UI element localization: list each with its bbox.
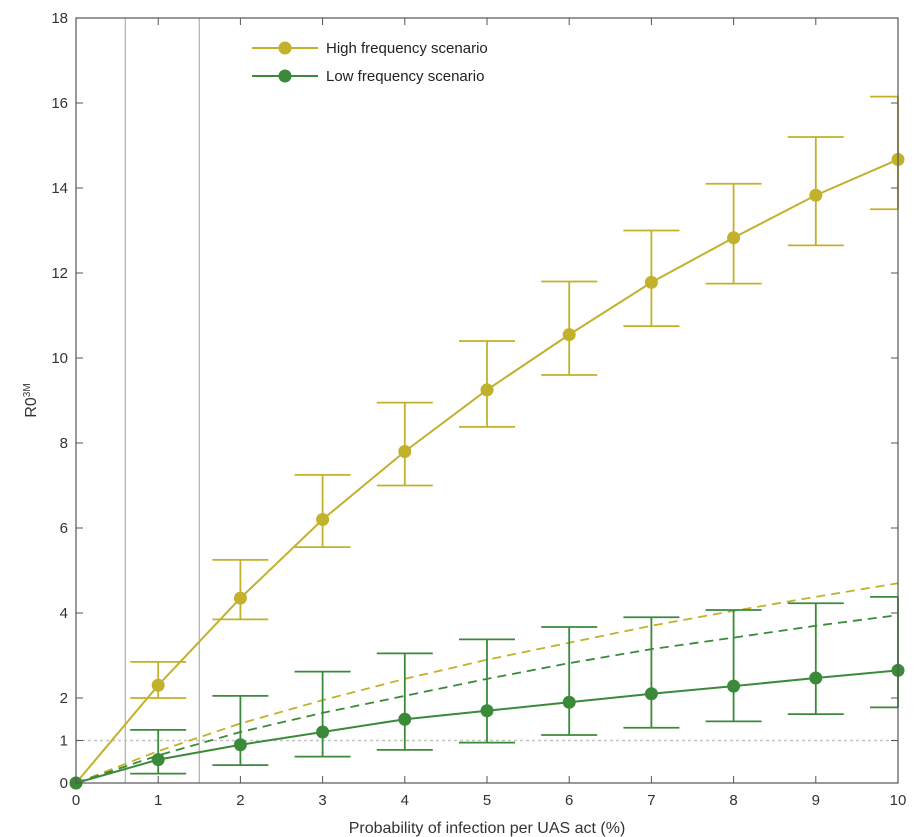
series-1-point [480, 383, 494, 397]
legend-label-1: High frequency scenario [326, 40, 488, 57]
x-tick-label: 10 [890, 792, 907, 809]
series-2-point [398, 712, 412, 726]
series-1-point [809, 188, 823, 202]
series-2-point [233, 738, 247, 752]
x-tick-label: 1 [154, 792, 162, 809]
y-tick-label: 18 [51, 10, 68, 27]
y-tick-label: 6 [60, 520, 68, 537]
y-axis-label-superscript: 3M [22, 383, 33, 397]
y-tick-label: 10 [51, 350, 68, 367]
axes: Probability of infection per UAS act (%)… [22, 10, 906, 837]
y-tick-label: 2 [60, 690, 68, 707]
legend-label-2: Low frequency scenario [326, 68, 484, 85]
legend-marker-1 [278, 41, 292, 55]
x-tick-label: 0 [72, 792, 80, 809]
series-1-point [727, 231, 741, 245]
y-axis-label-main: R0 [23, 397, 40, 418]
y-tick-label: 1 [60, 733, 68, 750]
series-1-point [398, 445, 412, 458]
series-2-point [644, 687, 658, 701]
series-2-point [480, 704, 494, 718]
x-tick-label: 5 [483, 792, 491, 809]
x-tick-label: 2 [236, 792, 244, 809]
y-axis-label: R03M [22, 383, 40, 417]
x-tick-label: 9 [812, 792, 820, 809]
series-1-point [316, 513, 330, 526]
x-tick-label: 7 [647, 792, 655, 809]
series-2-point [809, 671, 823, 685]
series-2-point [562, 695, 576, 709]
series-1-point [562, 328, 576, 342]
x-tick-label: 3 [318, 792, 326, 809]
y-tick-label: 0 [60, 775, 68, 792]
series-2-point [727, 679, 741, 693]
series-1-point [644, 275, 658, 289]
x-tick-label: 8 [729, 792, 737, 809]
series-2-point [151, 753, 165, 767]
legend: High frequency scenario Low frequency sce… [252, 40, 488, 85]
series-1-point [233, 591, 247, 605]
series-2-point [316, 725, 330, 739]
x-tick-label: 6 [565, 792, 573, 809]
x-tick-label: 4 [401, 792, 409, 809]
y-tick-label: 8 [60, 435, 68, 452]
y-tick-label: 12 [51, 265, 68, 282]
plot-area [69, 18, 905, 790]
series-1-dashed-line [75, 582, 899, 784]
y-tick-label: 14 [51, 180, 68, 197]
legend-marker-2 [278, 69, 292, 83]
series-1-point [151, 678, 165, 692]
x-axis-label: Probability of infection per UAS act (%) [349, 820, 626, 837]
y-tick-label: 16 [51, 95, 68, 112]
y-tick-label: 4 [60, 605, 68, 622]
